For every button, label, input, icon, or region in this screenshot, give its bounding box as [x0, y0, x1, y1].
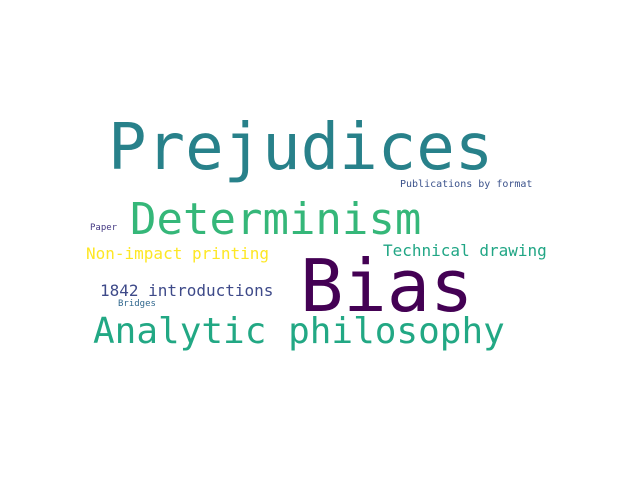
word-technical-drawing: Technical drawing [383, 241, 547, 260]
word-non-impact-printing: Non-impact printing [86, 244, 270, 263]
word-1842-introductions: 1842 introductions [100, 281, 274, 300]
word-analytic-philosophy: Analytic philosophy [93, 311, 505, 352]
word-paper: Paper [90, 223, 118, 233]
word-prejudices: Prejudices [108, 111, 494, 185]
word-publications-by-format: Publications by format [400, 179, 533, 190]
word-bias: Bias [300, 244, 474, 328]
word-bridges: Bridges [118, 299, 156, 309]
word-determinism: Determinism [130, 194, 422, 245]
